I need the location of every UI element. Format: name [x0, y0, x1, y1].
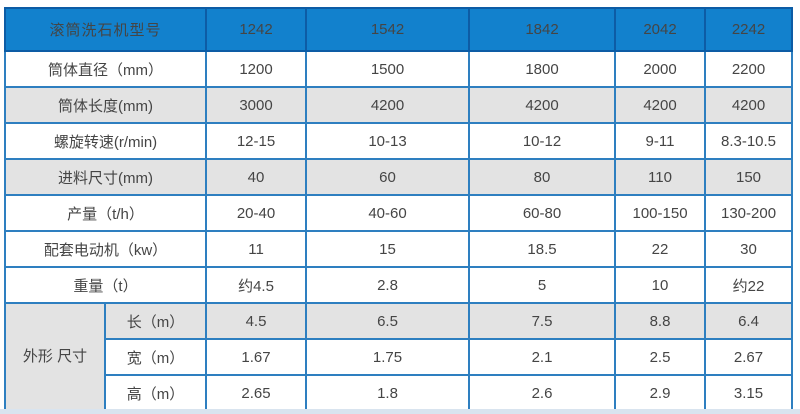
cell-value: 40-60 [305, 194, 471, 232]
cell-value: 4200 [468, 86, 617, 124]
row-label: 高（m） [103, 374, 208, 412]
cell-value: 10-12 [468, 122, 617, 160]
cell-value: 12-15 [205, 122, 308, 160]
cell-value: 3.15 [704, 374, 794, 412]
row-label: 进料尺寸(mm) [3, 158, 208, 196]
row-label: 重量（t） [3, 266, 208, 304]
cell-value: 2.9 [614, 374, 707, 412]
column-header-model-1842: 1842 [468, 7, 617, 52]
cell-value: 2200 [704, 50, 794, 88]
cell-value: 80 [468, 158, 617, 196]
cell-value: 7.5 [468, 302, 617, 340]
cell-value: 30 [704, 230, 794, 268]
cell-value: 约22 [704, 266, 794, 304]
row-label: 筒体直径（mm） [3, 50, 208, 88]
cell-value: 2.65 [205, 374, 308, 412]
header-row: 滚筒洗石机型号 1242 1542 1842 2042 2242 [3, 7, 794, 52]
table-row-dimension-length: 外形 尺寸 长（m） 4.5 6.5 7.5 8.8 6.4 [4, 302, 794, 412]
cell-value: 4200 [614, 86, 707, 124]
cell-value: 5 [468, 266, 617, 304]
bottom-divider-strip [0, 409, 800, 414]
cell-value: 100-150 [614, 194, 707, 232]
row-label: 配套电动机（kw） [3, 230, 208, 268]
cell-value: 4.5 [205, 302, 308, 340]
cell-value: 15 [305, 230, 471, 268]
table-row-spiral-speed: 螺旋转速(r/min) 12-15 10-13 10-12 9-11 8.3-1… [3, 122, 794, 160]
cell-value: 2.1 [468, 338, 617, 376]
row-label: 螺旋转速(r/min) [3, 122, 208, 160]
column-header-model-2242: 2242 [704, 7, 794, 52]
cell-value: 9-11 [614, 122, 707, 160]
cell-value: 2000 [614, 50, 707, 88]
column-header-model-1242: 1242 [205, 7, 308, 52]
cell-value: 约4.5 [205, 266, 308, 304]
table-row-drum-length: 筒体长度(mm) 3000 4200 4200 4200 4200 [3, 86, 794, 124]
table-title: 滚筒洗石机型号 [3, 7, 208, 52]
cell-value: 20-40 [205, 194, 308, 232]
cell-value: 1.8 [305, 374, 471, 412]
cell-value: 1500 [305, 50, 471, 88]
drum-washer-spec-table: 滚筒洗石机型号 1242 1542 1842 2042 2242 筒体直径（mm… [3, 7, 794, 412]
cell-value: 10 [614, 266, 707, 304]
cell-value: 1200 [205, 50, 308, 88]
table-row-capacity: 产量（t/h） 20-40 40-60 60-80 100-150 130-20… [3, 194, 794, 232]
cell-value: 60 [305, 158, 471, 196]
row-label: 长（m） [103, 302, 208, 340]
column-header-model-1542: 1542 [305, 7, 471, 52]
cell-value: 4200 [704, 86, 794, 124]
cell-value: 6.4 [704, 302, 794, 340]
cell-value: 130-200 [704, 194, 794, 232]
cell-value: 2.6 [468, 374, 617, 412]
table-row-drum-diameter: 筒体直径（mm） 1200 1500 1800 2000 2200 [3, 50, 794, 88]
column-header-model-2042: 2042 [614, 7, 707, 52]
table-row-weight: 重量（t） 约4.5 2.8 5 10 约22 [3, 266, 794, 304]
cell-value: 11 [205, 230, 308, 268]
cell-value: 2.8 [305, 266, 471, 304]
cell-value: 10-13 [305, 122, 471, 160]
table-row-motor-power: 配套电动机（kw） 11 15 18.5 22 30 [3, 230, 794, 268]
row-label: 筒体长度(mm) [3, 86, 208, 124]
cell-value: 1.67 [205, 338, 308, 376]
cell-value: 3000 [205, 86, 308, 124]
row-label: 产量（t/h） [3, 194, 208, 232]
dimension-group-label: 外形 尺寸 [4, 302, 106, 412]
cell-value: 150 [704, 158, 794, 196]
cell-value: 60-80 [468, 194, 617, 232]
cell-value: 4200 [305, 86, 471, 124]
cell-value: 110 [614, 158, 707, 196]
cell-value: 40 [205, 158, 308, 196]
table-row-feed-size: 进料尺寸(mm) 40 60 80 110 150 [3, 158, 794, 196]
table-row-dimension-height: 高（m） 2.65 1.8 2.6 2.9 3.15 [5, 374, 794, 412]
row-label: 宽（m） [103, 338, 208, 376]
cell-value: 1800 [468, 50, 617, 88]
cell-value: 8.8 [614, 302, 707, 340]
cell-value: 8.3-10.5 [704, 122, 794, 160]
cell-value: 18.5 [468, 230, 617, 268]
cell-value: 22 [614, 230, 707, 268]
table-row-dimension-width: 宽（m） 1.67 1.75 2.1 2.5 2.67 [5, 338, 794, 376]
cell-value: 1.75 [305, 338, 471, 376]
cell-value: 2.5 [614, 338, 707, 376]
cell-value: 2.67 [704, 338, 794, 376]
cell-value: 6.5 [305, 302, 471, 340]
